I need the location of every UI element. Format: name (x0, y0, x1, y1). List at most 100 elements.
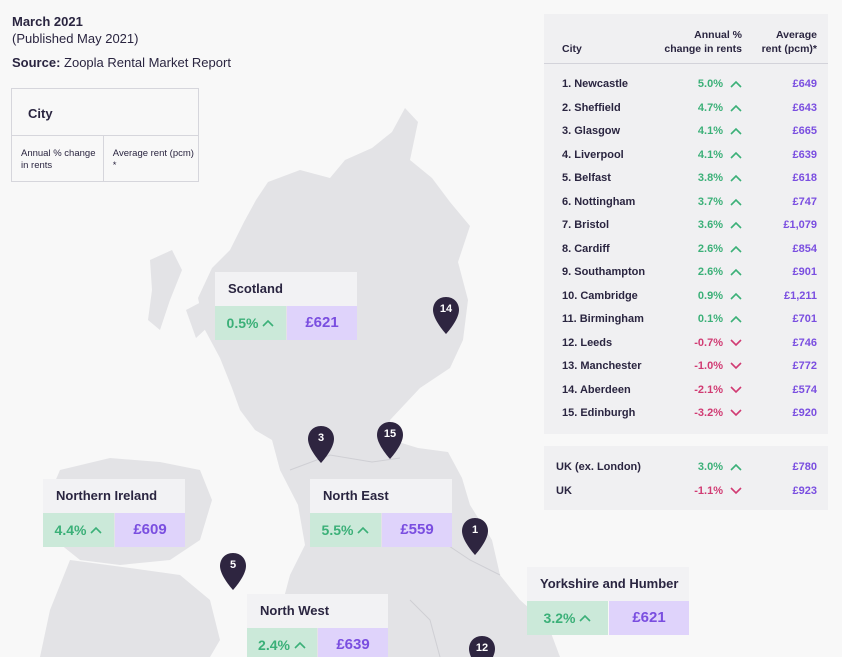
row-change: 0.9% (697, 289, 723, 302)
row-rent: £746 (792, 336, 817, 349)
row-change: 3.6% (697, 219, 723, 231)
hebrides-land (148, 250, 182, 330)
table-row: 6. Nottingham 3.7% £747 (544, 191, 828, 215)
region-box-scotland: Scotland 0.5% £621 (215, 272, 357, 340)
chevron-up-icon (579, 614, 592, 622)
region-change: 3.2% (527, 601, 608, 635)
legend-change-label: Annual % change in rents (12, 136, 104, 182)
chevron-up-icon (357, 526, 370, 534)
row-change: 0.1% (697, 313, 723, 325)
row-city: 9. Southampton (562, 266, 646, 278)
row-rent: £665 (792, 125, 817, 137)
row-rent: £780 (792, 461, 817, 473)
published-date: (Published May 2021) (12, 31, 139, 46)
map-pin-1[interactable]: 1 (460, 517, 490, 557)
map-pin-icon (469, 636, 495, 657)
row-rent: £574 (792, 383, 817, 396)
row-change: -3.2% (694, 407, 723, 419)
chevron-up-icon (730, 245, 742, 253)
row-city: 4. Liverpool (562, 148, 624, 161)
table-row: 14. Aberdeen -2.1% £574 (544, 379, 828, 403)
region-rent: £621 (287, 306, 357, 340)
region-change: 2.4% (247, 628, 317, 657)
row-change: 3.8% (697, 172, 723, 184)
region-change: 4.4% (43, 513, 114, 547)
row-rent: £649 (792, 78, 817, 90)
row-rent: £701 (792, 313, 817, 325)
chevron-down-icon (730, 362, 742, 370)
map-pin-icon (433, 297, 459, 334)
great-britain-land (198, 108, 560, 657)
row-change: 2.6% (697, 266, 723, 278)
map-pin-icon (377, 422, 403, 459)
map-pin-icon (220, 553, 246, 590)
legend-rent-label: Average rent (pcm) * (112, 148, 194, 171)
row-change: -2.1% (694, 383, 723, 396)
chevron-up-icon (262, 319, 275, 327)
row-city: 11. Birmingham (562, 313, 644, 325)
skye-land (186, 300, 210, 338)
row-city: 13. Manchester (562, 360, 642, 372)
region-change: 0.5% (215, 306, 286, 340)
source-line: Source: Zoopla Rental Market Report (12, 54, 231, 71)
map-pin-12[interactable]: 12 (467, 635, 497, 657)
city-rankings-table: City Annual % change in rents Average rent… (544, 14, 828, 434)
chevron-up-icon (730, 151, 742, 159)
map-pin-15[interactable]: 15 (375, 421, 405, 461)
row-change: 4.7% (697, 101, 723, 114)
region-box-northern-ireland: Northern Ireland 4.4% £609 (43, 479, 185, 547)
row-change: 3.7% (697, 195, 723, 208)
row-city: 15. Edinburgh (562, 407, 636, 419)
legend-city-label: City (12, 89, 198, 136)
map-pin-icon (462, 518, 488, 555)
map-pin-5[interactable]: 5 (218, 552, 248, 592)
chevron-up-icon (730, 268, 742, 276)
col-city: City (562, 43, 582, 55)
map-pin-14[interactable]: 14 (431, 296, 461, 336)
table-row: 2. Sheffield 4.7% £643 (544, 97, 828, 121)
map-pin-icon (308, 426, 334, 463)
row-city: 14. Aberdeen (562, 383, 631, 396)
row-rent: £747 (792, 195, 817, 208)
row-change: -1.1% (694, 485, 723, 497)
table-row: 3. Glasgow 4.1% £665 (544, 120, 828, 144)
region-rent: £609 (115, 513, 185, 547)
table-row: 9. Southampton 2.6% £901 (544, 261, 828, 285)
col-rent: Average rent (pcm)* (761, 29, 817, 55)
table-header: City Annual % change in rents Average rent… (544, 14, 828, 64)
row-change: 3.0% (697, 461, 723, 473)
row-city: 12. Leeds (562, 336, 613, 349)
row-city: UK (556, 485, 572, 497)
region-name: Scotland (215, 272, 357, 306)
row-city: 1. Newcastle (562, 78, 629, 90)
row-change: -0.7% (694, 336, 723, 349)
row-rent: £1,211 (783, 289, 817, 302)
row-rent: £923 (792, 485, 817, 497)
row-city: 8. Cardiff (562, 242, 610, 255)
chevron-up-icon (730, 80, 742, 88)
row-city: 10. Cambridge (562, 289, 638, 302)
table-row: 5. Belfast 3.8% £618 (544, 167, 828, 191)
row-rent: £772 (792, 360, 817, 372)
source-label: Source: (12, 55, 61, 70)
chevron-up-icon (730, 315, 742, 323)
row-rent: £854 (792, 242, 817, 255)
table-row: 1. Newcastle 5.0% £649 (544, 73, 828, 97)
row-city: 7. Bristol (562, 219, 610, 231)
table-row: 10. Cambridge 0.9% £1,211 (544, 285, 828, 309)
region-box-yorkshire-and-humber: Yorkshire and Humber 3.2% £621 (527, 567, 689, 635)
row-city: 3. Glasgow (562, 125, 621, 137)
row-city: 5. Belfast (562, 172, 611, 184)
region-change: 5.5% (310, 513, 381, 547)
row-rent: £618 (792, 172, 817, 184)
map-pin-3[interactable]: 3 (306, 425, 336, 465)
chevron-up-icon (730, 104, 742, 112)
chevron-down-icon (730, 487, 742, 495)
chevron-up-icon (730, 463, 742, 471)
region-name: Yorkshire and Humber (527, 567, 689, 601)
table-row: 11. Birmingham 0.1% £701 (544, 308, 828, 332)
chevron-up-icon (730, 198, 742, 206)
source-value: Zoopla Rental Market Report (64, 55, 231, 70)
chevron-up-icon (730, 174, 742, 182)
table-row: 15. Edinburgh -3.2% £920 (544, 402, 828, 426)
